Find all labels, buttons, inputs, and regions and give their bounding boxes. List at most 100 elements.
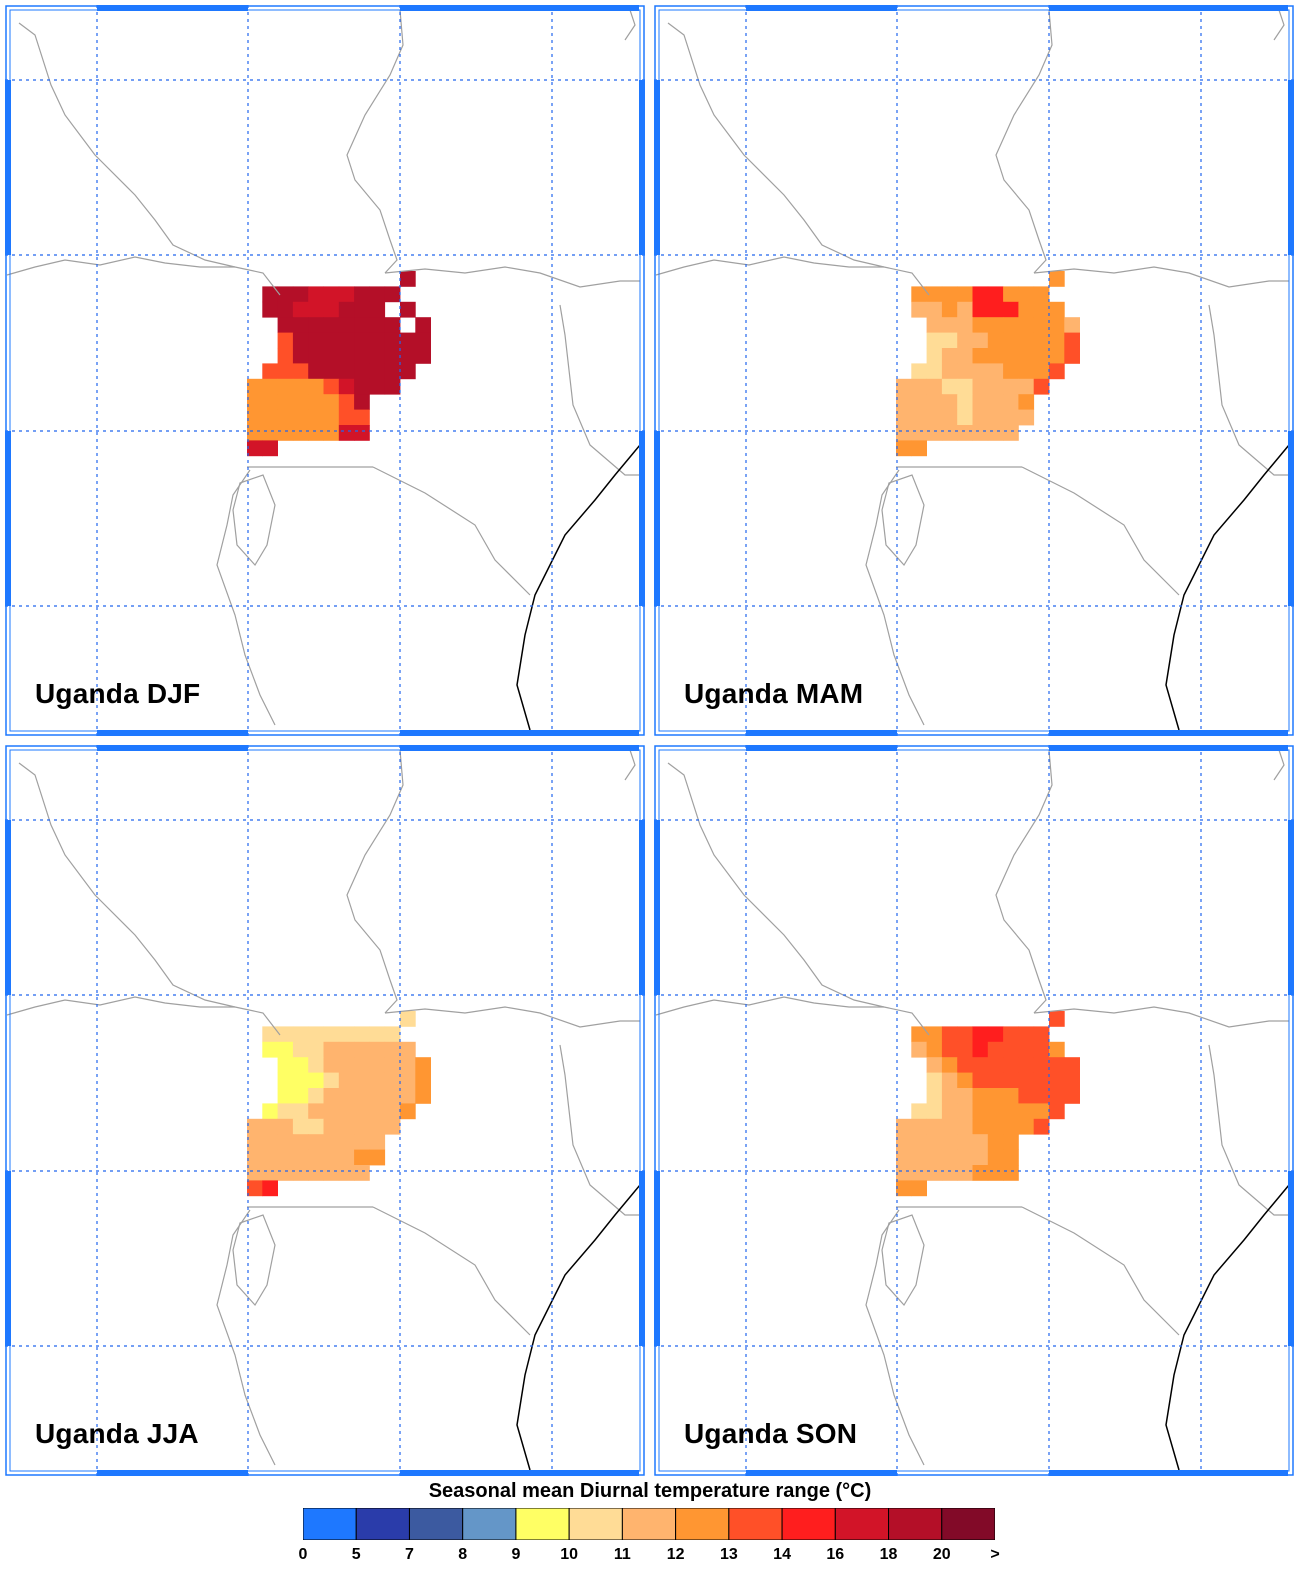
grid-cell	[323, 1134, 340, 1150]
grid-cell	[972, 1072, 989, 1089]
map-canvas	[5, 5, 645, 736]
grid-cell	[338, 1165, 355, 1181]
colorbar-tick-label: 8	[458, 1546, 468, 1563]
grid-cell	[262, 363, 278, 380]
grid-cell	[308, 332, 324, 349]
grid-cell	[972, 1103, 989, 1120]
grid-cell	[323, 1103, 340, 1120]
grid-cell	[1003, 1072, 1019, 1089]
grid-cell	[292, 1041, 309, 1058]
grid-cell	[941, 1165, 958, 1181]
grid-cell	[926, 409, 943, 426]
country-borders	[655, 749, 1289, 1466]
grid-cell	[308, 1072, 324, 1089]
grid-cell	[987, 1118, 1004, 1135]
grid-cell	[338, 1118, 355, 1135]
map-canvas	[5, 745, 645, 1476]
grid-cell	[1018, 332, 1035, 349]
grid-cell	[277, 378, 294, 395]
grid-cell	[400, 271, 416, 287]
grid-cell	[987, 1057, 1004, 1073]
grid-cell	[292, 363, 309, 380]
grid-cell	[308, 1057, 324, 1073]
border-line	[18, 22, 281, 296]
grid-cell	[926, 1088, 943, 1104]
border-line	[624, 749, 636, 781]
colorbar	[303, 1508, 995, 1540]
colorbar-tick-label: 9	[511, 1546, 521, 1563]
map-frame	[5, 5, 645, 736]
map-inner-frame	[9, 9, 641, 732]
grid-cell	[323, 1165, 340, 1181]
grid-cell	[987, 286, 1004, 303]
grid-cell	[369, 332, 386, 349]
grid-cell	[941, 1103, 958, 1120]
grid-cell	[277, 425, 294, 441]
border-line	[667, 22, 930, 296]
colorbar-segment	[515, 1508, 570, 1540]
grid-cell	[354, 394, 370, 410]
grid-cell	[338, 1103, 355, 1120]
grid-cell	[369, 1088, 386, 1104]
grid-cell	[277, 1088, 294, 1104]
grid-cell	[972, 1165, 989, 1181]
grid-cell	[1003, 1165, 1019, 1181]
grid-cell	[308, 1026, 324, 1043]
map-frame	[654, 5, 1294, 736]
grid-cell	[262, 1026, 278, 1043]
grid-cell	[369, 1072, 386, 1089]
grid-cell	[384, 1088, 401, 1104]
grid-cell	[926, 1103, 943, 1120]
grid-cell	[926, 301, 943, 318]
border-line	[1208, 1044, 1289, 1216]
grid-cell	[277, 1149, 294, 1166]
grid-cell	[926, 378, 943, 395]
grid-cell	[1003, 301, 1019, 318]
colorbar-segment	[462, 1508, 517, 1540]
grid-cell	[926, 1165, 943, 1181]
grid-cell	[1003, 363, 1019, 380]
grid-cell	[400, 1088, 416, 1104]
grid-cell	[957, 286, 973, 303]
grid-cell	[1033, 378, 1050, 395]
grid-cell	[1018, 1088, 1035, 1104]
grid-cell	[354, 1026, 370, 1043]
grid-cell	[1064, 1057, 1080, 1073]
grid-cell	[400, 1011, 416, 1027]
border-line	[346, 9, 404, 274]
map-inner-frame	[658, 749, 1290, 1472]
grid-cell	[277, 394, 294, 410]
grid-cell	[987, 363, 1004, 380]
grid-cell	[911, 1165, 927, 1181]
grid-cell	[277, 317, 294, 333]
grid-cell	[369, 1103, 386, 1120]
grid-cell	[308, 1041, 324, 1058]
grid-cell	[338, 1134, 355, 1150]
border-line	[559, 304, 640, 476]
grid-cell	[957, 409, 973, 426]
grid-cell	[957, 1103, 973, 1120]
grid-cell	[1003, 1088, 1019, 1104]
grid-cell	[941, 301, 958, 318]
grid-cell	[926, 1057, 943, 1073]
grid-cell	[262, 440, 278, 457]
border-line	[667, 762, 930, 1036]
border-line	[1273, 749, 1285, 781]
grid-cell	[957, 1134, 973, 1150]
grid-cell	[1018, 1118, 1035, 1135]
grid-cell	[972, 1134, 989, 1150]
colorbar-segment	[888, 1508, 943, 1540]
grid-cell	[987, 1103, 1004, 1120]
grid-cell	[987, 1165, 1004, 1181]
grid-cell	[926, 1041, 943, 1058]
grid-cell	[338, 348, 355, 364]
grid-cell	[323, 1041, 340, 1058]
grid-cell	[1033, 1041, 1050, 1058]
grid-cell	[911, 286, 927, 303]
grid-cell	[957, 332, 973, 349]
grid-cell	[972, 409, 989, 426]
grid-cell	[972, 1026, 989, 1043]
grid-cell	[308, 409, 324, 426]
grid-cell	[926, 1149, 943, 1166]
grid-cell	[957, 425, 973, 441]
